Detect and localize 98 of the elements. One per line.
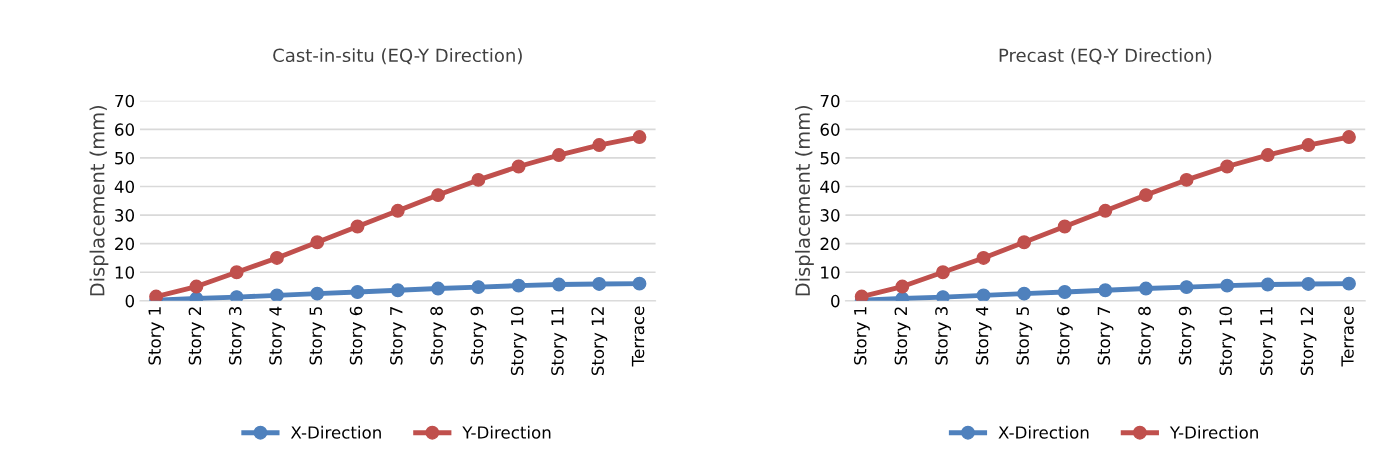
y-tick-label: 20 [115, 237, 135, 251]
point [511, 159, 526, 174]
point [1138, 188, 1153, 203]
y-tick-label: 70 [115, 94, 135, 108]
x-tick-label: Story 4 [975, 306, 992, 365]
chart-title: Precast (EQ-Y Direction) [999, 48, 1212, 65]
point [390, 203, 405, 218]
x-tick-label: Story 12 [1300, 307, 1317, 376]
point [854, 289, 869, 301]
y-tick-label: 30 [115, 209, 135, 222]
y-axis-title: Displacement (mm) [795, 106, 814, 296]
y-axis-title: Displacement (mm) [89, 106, 109, 296]
point [390, 283, 405, 298]
point [976, 288, 991, 301]
point [511, 278, 526, 293]
point [1301, 277, 1316, 291]
x-tick-label: Story 9 [470, 306, 487, 365]
y-tick-label: 70 [820, 94, 840, 108]
x-tick-label: Story 1 [148, 307, 165, 365]
x-tick-label: Story 10 [1219, 306, 1236, 376]
point [592, 277, 607, 291]
legend-label: Y-Direction [462, 425, 551, 439]
x-tick-label: Story 5 [1016, 307, 1033, 365]
x-tick-label: Story 4 [269, 306, 286, 365]
point [471, 280, 486, 295]
point [431, 188, 446, 203]
point [471, 172, 486, 187]
x-tick-label: Story 3 [228, 307, 245, 365]
y-tick-label: 0 [125, 294, 135, 308]
point [895, 279, 910, 294]
x-tick-label: Story 8 [1138, 306, 1155, 365]
x-tick-label: Story 6 [1056, 306, 1073, 365]
point [1017, 286, 1032, 301]
y-tick-label: 60 [820, 123, 840, 136]
point [551, 277, 566, 292]
point [632, 130, 647, 144]
x-tick-label: Story 9 [1178, 306, 1195, 365]
point [1301, 138, 1316, 152]
x-tick-label: Story 7 [390, 307, 406, 365]
point [976, 251, 991, 265]
x-tick-label: Story 1 [853, 307, 870, 365]
point [1098, 203, 1113, 218]
point [1179, 172, 1194, 187]
point [310, 235, 325, 250]
x-tick-label: Story 8 [430, 306, 447, 365]
x-tick-label: Story 11 [1259, 307, 1276, 376]
point [431, 281, 446, 296]
point [1098, 283, 1113, 298]
point [632, 276, 647, 291]
point [310, 286, 325, 301]
y-tick-label: 50 [820, 151, 840, 165]
point [1342, 130, 1356, 144]
point [1260, 277, 1275, 292]
point [592, 138, 607, 152]
point [1017, 235, 1032, 250]
x-tick-label: Terrace [1341, 306, 1354, 367]
y-tick-label: 40 [114, 180, 135, 194]
point [149, 289, 164, 301]
point [1057, 219, 1072, 234]
legend-label: Y-Direction [1169, 425, 1258, 439]
y-tick-label: 0 [831, 294, 840, 308]
x-tick-label: Story 10 [510, 306, 527, 376]
point [229, 290, 244, 301]
point [189, 279, 204, 294]
y-tick-label: 50 [115, 151, 135, 165]
x-tick-label: Story 7 [1097, 307, 1114, 365]
y-tick-label: 20 [820, 237, 840, 251]
point [935, 290, 950, 301]
x-tick-label: Story 2 [188, 307, 205, 365]
y-tick-label: 30 [820, 209, 840, 222]
point [350, 219, 365, 234]
point [1057, 285, 1072, 299]
y-tick-label: 10 [115, 266, 135, 279]
x-tick-label: Story 3 [935, 307, 951, 365]
point [1138, 281, 1153, 296]
point [1342, 276, 1356, 291]
point [551, 148, 566, 163]
x-tick-label: Story 2 [894, 307, 911, 365]
x-tick-label: Story 12 [591, 307, 608, 376]
y-tick-label: 10 [821, 266, 840, 279]
x-tick-label: Story 6 [349, 306, 366, 365]
x-tick-label: Story 5 [309, 307, 326, 365]
point [1220, 159, 1235, 174]
y-tick-label: 40 [820, 180, 840, 194]
point [229, 265, 244, 280]
point [935, 265, 950, 280]
legend-label: X-Direction [290, 425, 381, 439]
point [269, 251, 284, 265]
point [1220, 278, 1235, 293]
point [350, 285, 365, 299]
chart-title: Cast-in-situ (EQ-Y Direction) [273, 48, 522, 65]
x-tick-label: Terrace [631, 306, 645, 367]
point [1179, 280, 1194, 295]
x-tick-label: Story 11 [551, 307, 567, 376]
point [1260, 148, 1275, 163]
legend-label: X-Direction [998, 425, 1089, 439]
y-tick-label: 60 [115, 123, 135, 136]
point [269, 288, 284, 301]
